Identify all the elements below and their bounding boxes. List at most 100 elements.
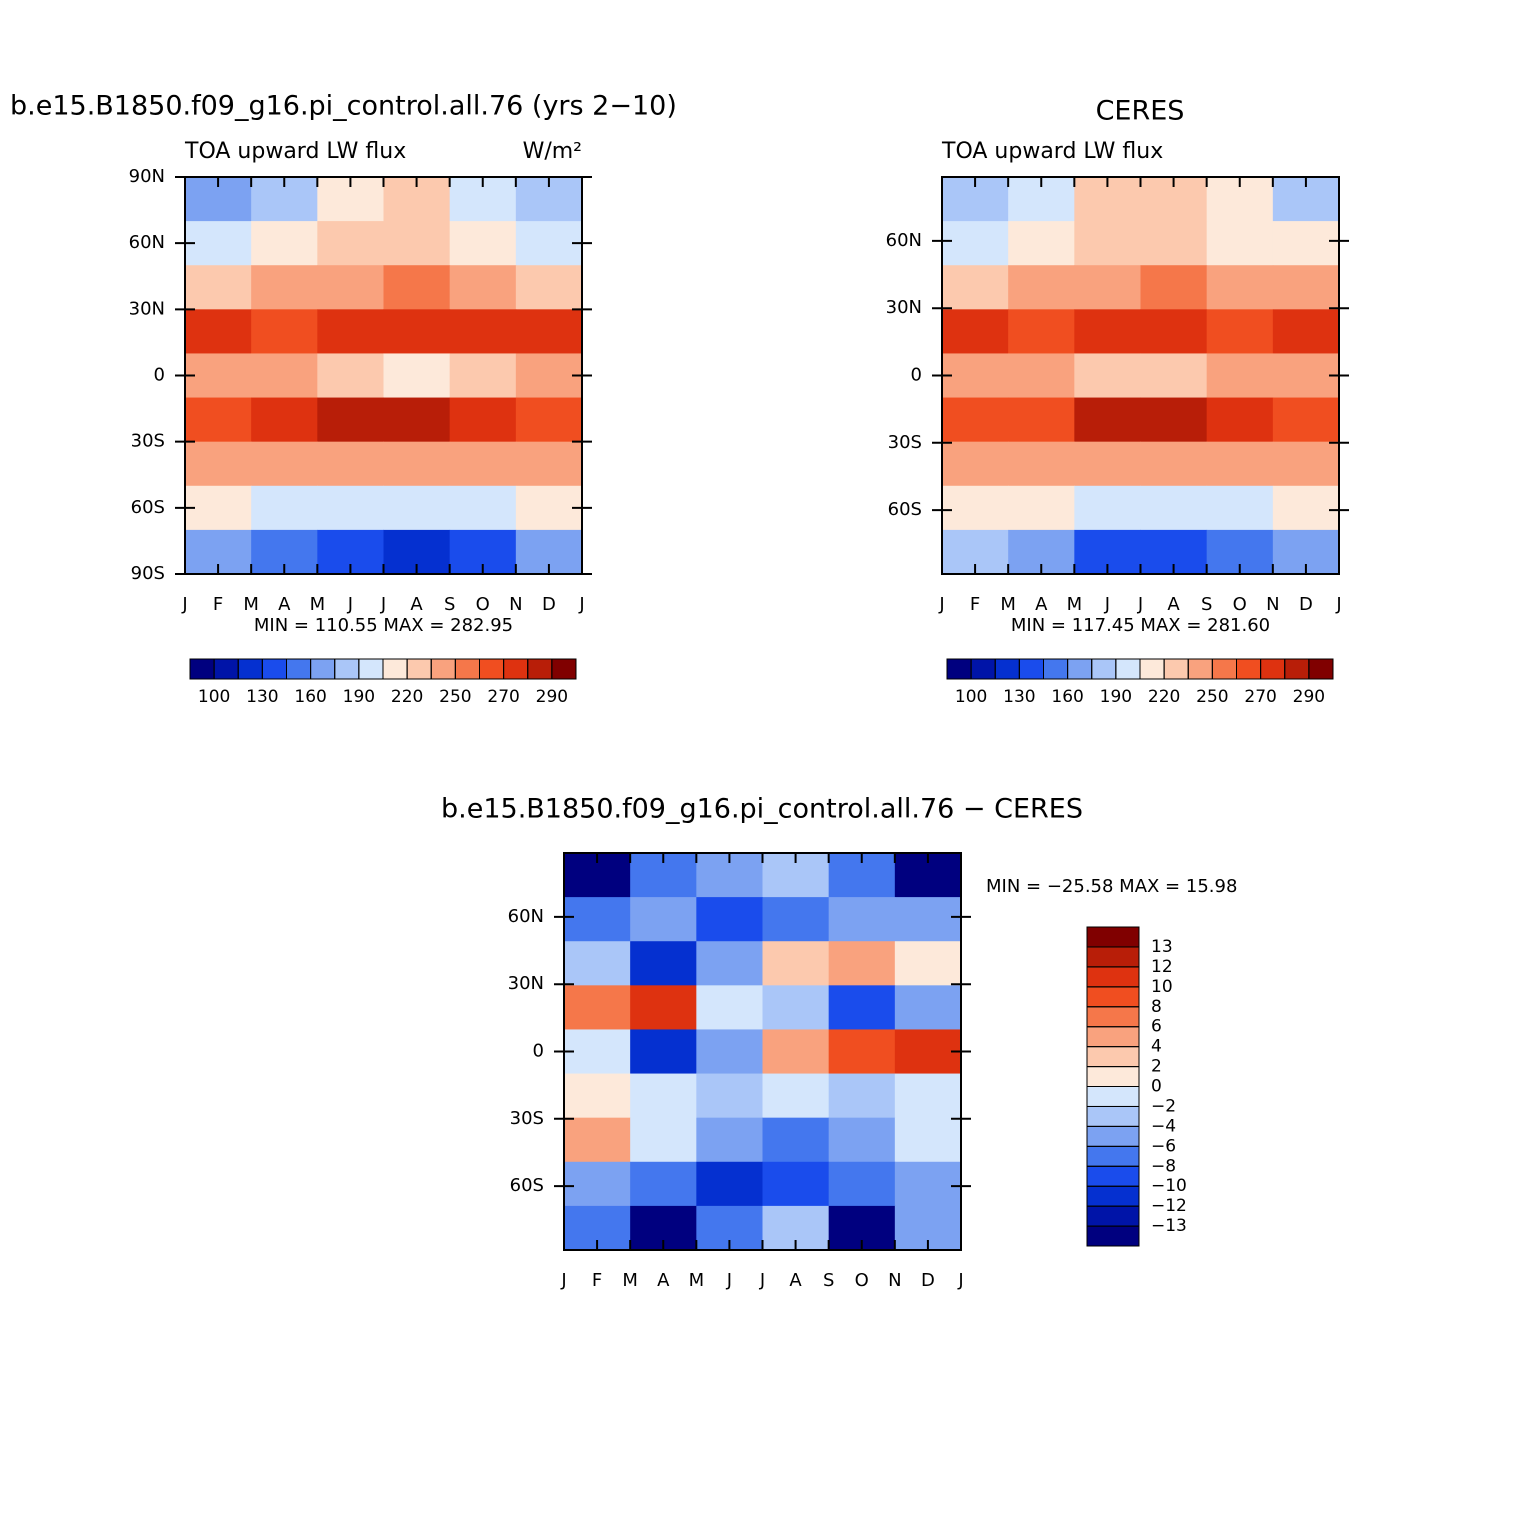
colorbar-label: 13 (1151, 937, 1173, 957)
field-cell (449, 441, 517, 487)
field-cell (449, 485, 517, 531)
x-tick-label: M (243, 594, 259, 615)
field-cell (1008, 265, 1075, 310)
field-cell (449, 309, 517, 354)
field-cell (630, 1029, 697, 1075)
field-cell (696, 1161, 763, 1207)
field-cell (1272, 485, 1340, 531)
colorbar-box (286, 658, 312, 680)
colorbar-label: 290 (536, 687, 568, 707)
field-cell (564, 985, 631, 1030)
field-cell (1206, 309, 1274, 354)
colorbar-box (454, 658, 480, 680)
field-cell (630, 941, 697, 986)
colorbar-label: 4 (1151, 1037, 1162, 1057)
field-cell (762, 985, 830, 1030)
x-tick-label: J (759, 1270, 765, 1291)
colorbar-label: −8 (1151, 1156, 1176, 1176)
field-cell (942, 265, 1009, 310)
field-cell (1140, 353, 1208, 399)
field-cell (942, 221, 1009, 266)
plot-title: CERES (1096, 96, 1185, 127)
field-cell (1140, 221, 1208, 266)
field-cell (1140, 309, 1208, 354)
field-cell (1140, 441, 1208, 487)
field-cell (1206, 353, 1274, 399)
y-tick-label: 30S (510, 1108, 544, 1129)
field-cell (515, 265, 583, 310)
field-cell (251, 397, 318, 443)
colorbar-box (334, 658, 360, 680)
colorbar-box (970, 658, 996, 680)
colorbar-box (1086, 1165, 1140, 1187)
colorbar-label: 270 (487, 687, 519, 707)
field-cell (317, 221, 384, 266)
field-cell (383, 221, 451, 266)
colorbar-box (503, 658, 529, 680)
x-tick-label: O (855, 1270, 869, 1291)
field-cell (1074, 265, 1141, 310)
colorbar-box (1086, 1066, 1140, 1087)
colorbar-box (1086, 1205, 1140, 1227)
colorbar-box (1115, 658, 1141, 680)
field-cell (1140, 397, 1208, 443)
field-cell (696, 1073, 763, 1119)
field-cell (1074, 441, 1141, 487)
colorbar-box (946, 658, 972, 680)
field-cell (317, 353, 384, 399)
colorbar-box (406, 658, 432, 680)
colorbar-label: −13 (1151, 1216, 1187, 1236)
x-tick-label: J (380, 594, 386, 615)
colorbar-box (1211, 658, 1237, 680)
field-cell (762, 1029, 830, 1075)
y-tick-label: 0 (911, 365, 922, 386)
field-cell (185, 309, 252, 354)
x-tick-label: M (1000, 594, 1016, 615)
colorbar-box (1086, 946, 1140, 968)
x-tick-label: J (1137, 594, 1143, 615)
colorbar-box (1086, 1225, 1140, 1247)
colorbar-box (1086, 926, 1140, 948)
field-cell (696, 985, 763, 1030)
y-tick-label: 30N (508, 973, 544, 994)
field-cell (185, 221, 252, 266)
field-cell (515, 221, 583, 266)
x-tick-label: O (1233, 594, 1247, 615)
field-cell (1074, 309, 1141, 354)
colorbar-box (1086, 1125, 1140, 1147)
left-string: TOA upward LW flux (941, 139, 1163, 164)
field-cell (383, 309, 451, 354)
field-cell (251, 441, 318, 487)
x-tick-label: D (1299, 594, 1313, 615)
x-tick-label: A (1167, 594, 1180, 615)
field-cell (1074, 221, 1141, 266)
x-tick-label: S (823, 1270, 834, 1291)
colorbar-label: −12 (1151, 1196, 1187, 1216)
field-cell (762, 1161, 830, 1207)
field-cell (185, 265, 252, 310)
field-cell (1074, 485, 1141, 531)
x-tick-label: J (957, 1270, 963, 1291)
x-tick-label: F (592, 1270, 602, 1291)
y-tick-label: 0 (533, 1041, 544, 1062)
field-cell (1008, 353, 1075, 399)
field-cell (1008, 397, 1075, 443)
colorbar-label: −4 (1151, 1116, 1176, 1136)
field-cell (762, 941, 830, 986)
colorbar-label: −10 (1151, 1176, 1187, 1196)
colorbar-box (1086, 1086, 1140, 1107)
colorbar-box (1086, 1006, 1140, 1028)
colorbar-box (382, 658, 408, 680)
colorbar-box (1086, 1105, 1140, 1127)
colorbar-label: 270 (1244, 687, 1276, 707)
colorbar-box (1086, 1026, 1140, 1048)
colorbar-label: 2 (1151, 1057, 1162, 1077)
field-cell (449, 221, 517, 266)
colorbar-box (1308, 658, 1334, 680)
x-tick-label: M (310, 594, 326, 615)
colorbar-box (1260, 658, 1286, 680)
colorbar-box (1067, 658, 1093, 680)
colorbar-label: 160 (1051, 687, 1083, 707)
field-cell (630, 1117, 697, 1163)
field-cell (894, 985, 962, 1030)
